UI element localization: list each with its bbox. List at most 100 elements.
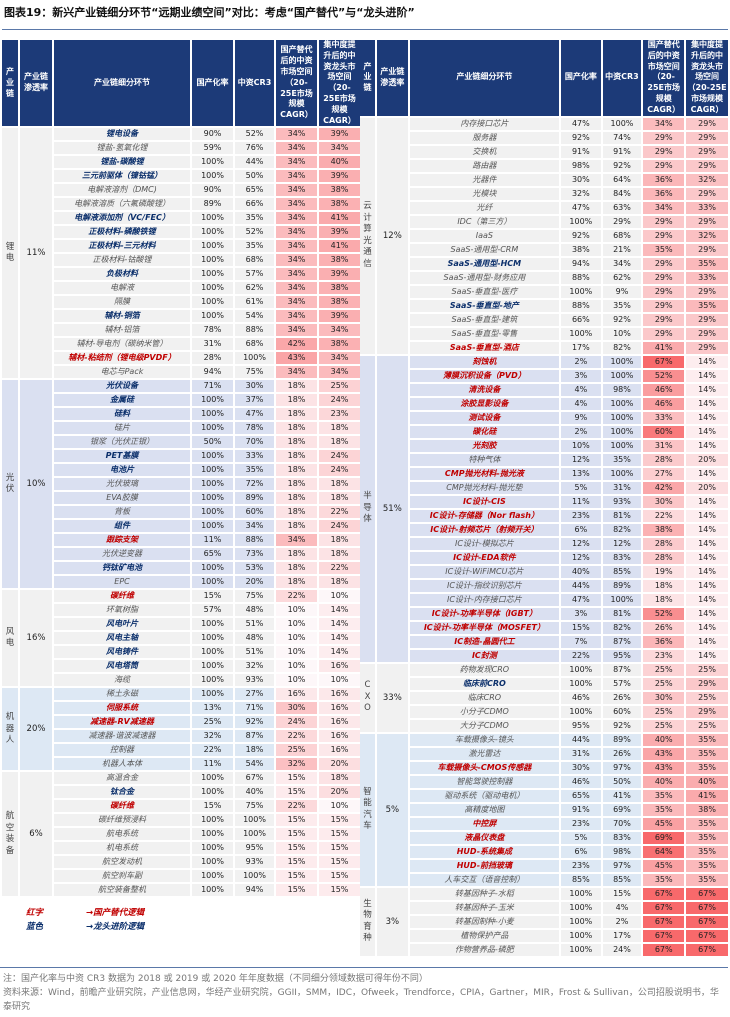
table-row: 银浆（光伏正银） 50% 70% 18% 18%	[2, 436, 360, 449]
table-row: 半导体 51% 刻蚀机 2% 100% 67% 14%	[360, 355, 728, 662]
cr3-value: 62%	[235, 282, 274, 295]
segment-name: 碳纤维	[54, 590, 190, 603]
localization-rate: 12%	[561, 551, 601, 564]
segment-name: CMP抛光材料-抛光垫	[409, 481, 560, 494]
segment-name: 药物发现CRO	[409, 663, 560, 676]
segment-name: 测试设备	[409, 411, 560, 424]
segment-name: 光模块	[409, 187, 560, 200]
localization-rate: 32%	[192, 730, 233, 743]
localization-rate: 65%	[192, 548, 233, 561]
localization-rate: 100%	[192, 492, 233, 505]
substitution-cagr: 18%	[276, 548, 317, 561]
table-row: 云计算光通信 12% 内存接口芯片 47% 100% 34% 29%	[360, 117, 728, 354]
table-row: IC设计-模拟芯片 12% 12% 28% 14%	[360, 537, 728, 550]
leader-cagr: 34%	[319, 366, 360, 379]
leader-cagr: 34%	[319, 324, 360, 337]
leader-cagr: 18%	[319, 772, 360, 785]
leader-cagr: 29%	[686, 215, 728, 228]
localization-rate: 100%	[192, 170, 233, 183]
cr3-value: 26%	[602, 691, 642, 704]
localization-rate: 23%	[561, 859, 601, 872]
leader-cagr: 29%	[686, 705, 728, 718]
cr3-value: 82%	[602, 341, 642, 354]
segment-name: 辅材-导电剂（碳纳米管）	[54, 338, 190, 351]
notes: 注：国产化率与中资 CR3 数据为 2018 或 2019 或 2020 年年度…	[3, 972, 725, 1014]
leader-cagr: 14%	[686, 467, 728, 480]
substitution-cagr: 60%	[643, 425, 685, 438]
substitution-cagr: 28%	[643, 537, 685, 550]
cr3-value: 100%	[602, 369, 642, 382]
table-row: 生物育种 3% 转基因种子-水稻 100% 15% 67% 67%	[360, 887, 728, 956]
localization-rate: 6%	[561, 523, 601, 536]
leader-cagr: 18%	[319, 548, 360, 561]
localization-rate: 47%	[561, 593, 601, 606]
leader-cagr: 14%	[686, 649, 728, 662]
substitution-cagr: 40%	[643, 733, 685, 746]
substitution-cagr: 67%	[643, 901, 685, 914]
leader-cagr: 32%	[686, 173, 728, 186]
penetration-cagr: 11%	[20, 128, 52, 379]
table-row: IC制造-晶圆代工 7% 87% 36% 14%	[360, 635, 728, 648]
penetration-cagr: 3%	[376, 887, 408, 956]
substitution-cagr: 34%	[276, 324, 317, 337]
localization-rate: 100%	[561, 285, 601, 298]
table-row: 背板 100% 60% 18% 22%	[2, 506, 360, 519]
table-row: 控制器 22% 18% 25% 16%	[2, 744, 360, 757]
cr3-value: 17%	[602, 929, 642, 942]
cr3-value: 85%	[602, 873, 642, 886]
localization-rate: 90%	[192, 128, 233, 141]
cr3-value: 87%	[235, 730, 274, 743]
table-row: HUD-系统集成 6% 98% 64% 35%	[360, 845, 728, 858]
substitution-cagr: 30%	[643, 495, 685, 508]
leader-cagr: 20%	[319, 758, 360, 771]
leader-cagr: 38%	[319, 184, 360, 197]
segment-name: 碳纤维预浸料	[54, 814, 190, 827]
table-row: SaaS-垂直型-零售 100% 10% 29% 29%	[360, 327, 728, 340]
localization-rate: 9%	[561, 411, 601, 424]
localization-rate: 40%	[561, 565, 601, 578]
table-row: IC设计-CIS 11% 93% 30% 14%	[360, 495, 728, 508]
leader-cagr: 67%	[686, 915, 728, 928]
penetration-cagr: 16%	[20, 590, 52, 687]
leader-cagr: 14%	[686, 425, 728, 438]
localization-rate: 65%	[561, 789, 601, 802]
table-row: 电池片 100% 35% 18% 24%	[2, 464, 360, 477]
table-row: 光器件 30% 64% 36% 32%	[360, 173, 728, 186]
segment-name: 辅材-铜箔	[54, 310, 190, 323]
substitution-cagr: 29%	[643, 299, 685, 312]
leader-cagr: 15%	[319, 884, 360, 897]
table-row: 光伏玻璃 100% 72% 18% 18%	[2, 478, 360, 491]
localization-rate: 88%	[561, 299, 601, 312]
leader-cagr: 24%	[319, 520, 360, 533]
leader-cagr: 24%	[319, 464, 360, 477]
industry-label: 智能汽车	[360, 733, 375, 886]
leader-cagr: 38%	[319, 296, 360, 309]
cr3-value: 65%	[235, 184, 274, 197]
localization-rate: 12%	[561, 537, 601, 550]
leader-cagr: 20%	[686, 453, 728, 466]
table-row: 航电系统 100% 100% 15% 15%	[2, 828, 360, 841]
leader-cagr: 29%	[686, 131, 728, 144]
substitution-cagr: 29%	[643, 159, 685, 172]
leader-cagr: 14%	[686, 397, 728, 410]
cr3-value: 57%	[235, 268, 274, 281]
industry-label: 机器人	[2, 688, 18, 771]
segment-name: EVA胶膜	[54, 492, 190, 505]
substitution-cagr: 30%	[276, 702, 317, 715]
localization-rate: 100%	[192, 268, 233, 281]
localization-rate: 23%	[561, 509, 601, 522]
segment-name: 辅材-铝箔	[54, 324, 190, 337]
substitution-cagr: 27%	[643, 467, 685, 480]
segment-name: 风电叶片	[54, 618, 190, 631]
header-substitution-cagr: 国产替代后的中资市场空间（20-25E市场规模CAGR）	[276, 40, 317, 127]
localization-rate: 11%	[561, 495, 601, 508]
localization-rate: 78%	[192, 324, 233, 337]
substitution-cagr: 34%	[276, 184, 317, 197]
localization-rate: 100%	[192, 646, 233, 659]
cr3-value: 47%	[235, 408, 274, 421]
substitution-cagr: 35%	[643, 243, 685, 256]
table-row: IDC（第三方） 100% 29% 29% 29%	[360, 215, 728, 228]
substitution-cagr: 29%	[643, 215, 685, 228]
substitution-cagr: 41%	[643, 341, 685, 354]
industry-label: 生物育种	[360, 887, 375, 956]
